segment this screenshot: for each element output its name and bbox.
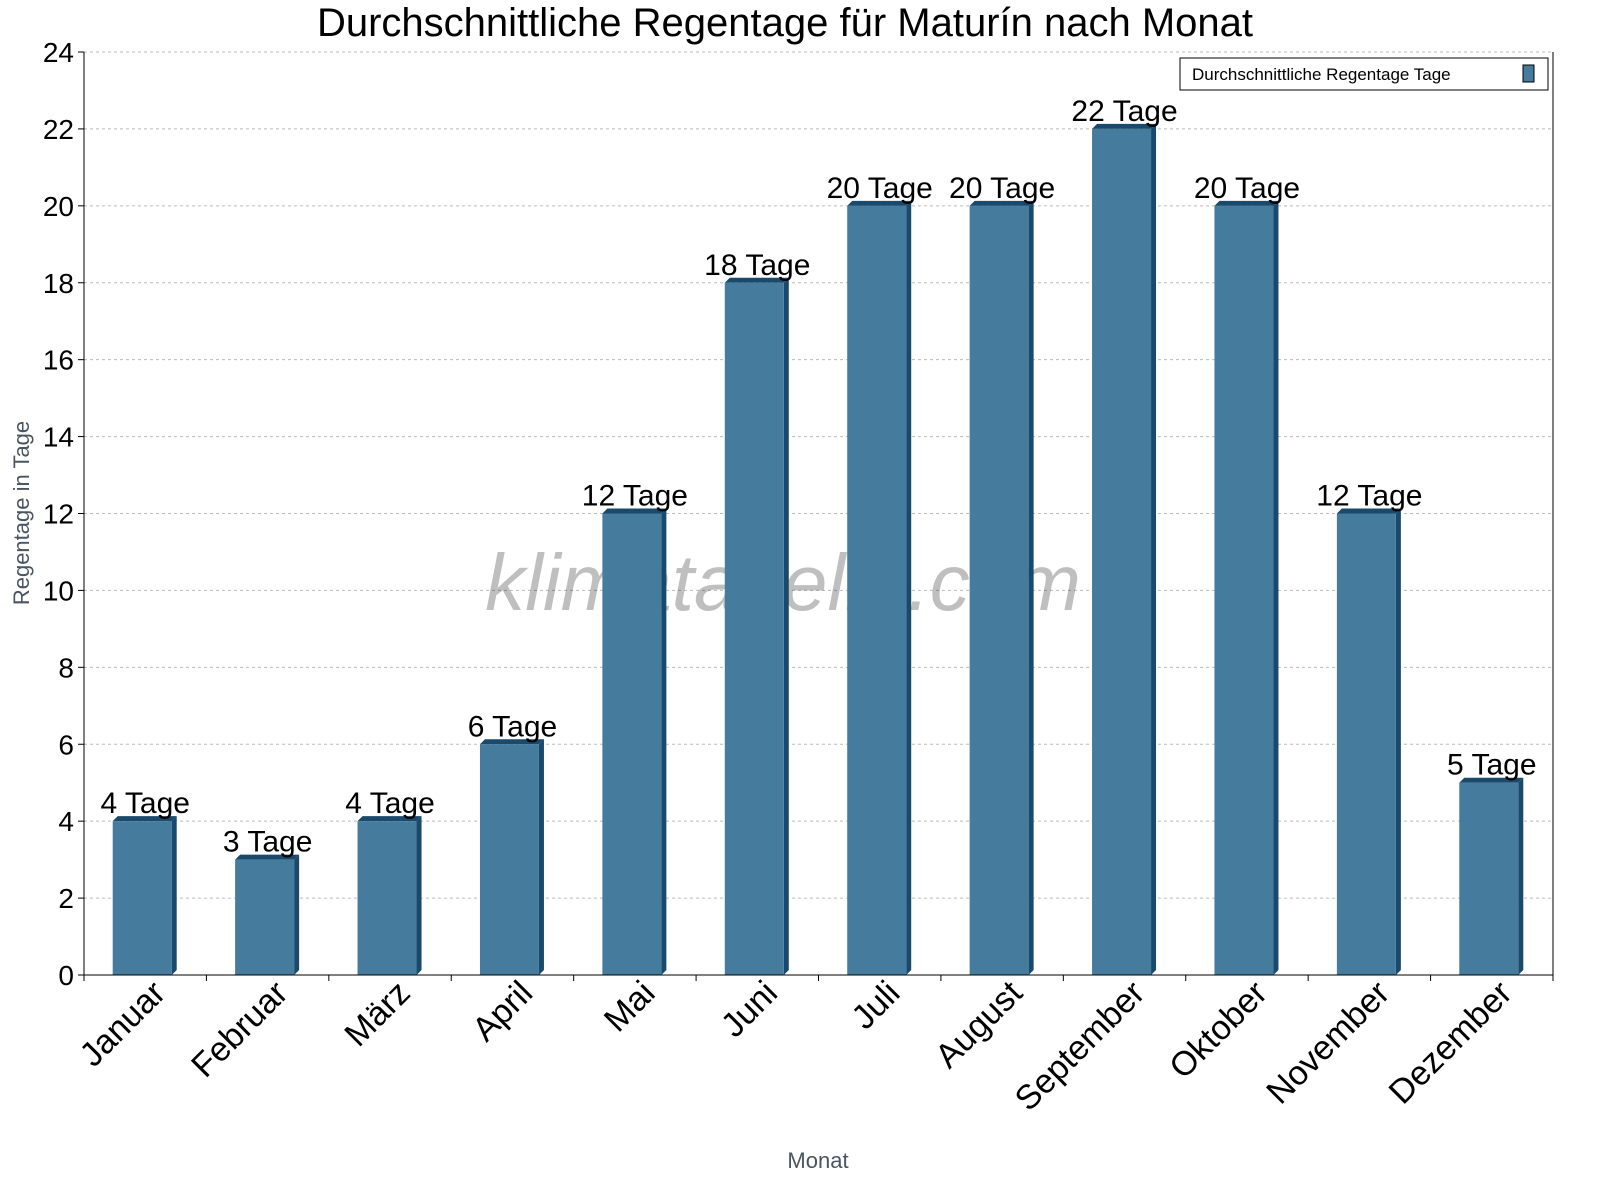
- y-tick-label: 16: [43, 345, 74, 376]
- y-tick-label: 6: [58, 729, 74, 760]
- bar-side: [538, 739, 544, 975]
- bar-top: [1214, 200, 1279, 206]
- x-axis-label: Monat: [787, 1148, 848, 1173]
- data-label: 12 Tage: [582, 480, 688, 513]
- x-tick-label: Dezember: [1382, 974, 1520, 1112]
- y-tick-label: 12: [43, 499, 74, 530]
- y-tick-label: 24: [43, 37, 74, 68]
- data-label: 18 Tage: [704, 249, 810, 282]
- x-tick-label: Juli: [844, 974, 907, 1037]
- y-tick-label: 8: [58, 652, 74, 683]
- bar-side: [906, 200, 912, 976]
- bar: [357, 821, 417, 975]
- bar: [724, 282, 784, 975]
- chart-title: Durchschnittliche Regentage für Maturín …: [317, 1, 1253, 45]
- y-tick-label: 2: [58, 883, 74, 914]
- y-tick-label: 18: [43, 268, 74, 299]
- bar-side: [1518, 777, 1524, 975]
- legend: Durchschnittliche Regentage Tage: [1179, 57, 1549, 91]
- legend-box: [1179, 57, 1549, 91]
- y-tick-label: 0: [58, 960, 74, 991]
- bar-side: [1028, 200, 1034, 976]
- bar-top: [724, 277, 789, 283]
- bar-top: [235, 854, 300, 860]
- bar-top: [847, 200, 912, 206]
- y-tick-label: 20: [43, 191, 74, 222]
- legend-label: Durchschnittliche Regentage Tage: [1192, 65, 1451, 84]
- x-tick-label: Februar: [184, 974, 295, 1085]
- bar-top: [112, 816, 177, 822]
- x-tick-label: Juni: [714, 974, 785, 1045]
- data-label: 20 Tage: [827, 172, 933, 205]
- bar-top: [479, 739, 544, 745]
- bar-top: [1459, 777, 1524, 783]
- bar-top: [602, 508, 667, 514]
- data-label: 20 Tage: [1194, 172, 1300, 205]
- bar: [1336, 513, 1396, 975]
- bar-top: [969, 200, 1034, 206]
- bar-side: [783, 277, 789, 975]
- x-tick-label: März: [337, 974, 417, 1054]
- bar: [112, 821, 172, 975]
- data-label: 20 Tage: [949, 172, 1055, 205]
- y-axis-label: Regentage in Tage: [9, 421, 34, 605]
- x-tick-label: Januar: [72, 974, 172, 1074]
- data-label: 4 Tage: [345, 787, 435, 820]
- y-tick-label: 22: [43, 114, 74, 145]
- bar: [1459, 782, 1519, 975]
- bar: [479, 744, 539, 975]
- bar: [235, 859, 295, 975]
- bar-top: [357, 816, 422, 822]
- bar: [847, 205, 907, 976]
- legend-swatch: [1522, 64, 1535, 83]
- x-tick-label: Oktober: [1162, 974, 1274, 1086]
- x-tick-label: August: [928, 973, 1030, 1075]
- x-tick-label: September: [1008, 974, 1152, 1118]
- bar-side: [1273, 200, 1279, 976]
- data-label: 4 Tage: [100, 787, 190, 820]
- bar-side: [661, 508, 667, 975]
- bar-side: [1395, 508, 1401, 975]
- bars: [112, 123, 1524, 976]
- bar: [1092, 128, 1152, 975]
- data-label: 12 Tage: [1316, 480, 1422, 513]
- bar-side: [1151, 123, 1157, 975]
- data-label: 3 Tage: [223, 826, 313, 859]
- data-label: 5 Tage: [1447, 749, 1537, 782]
- x-tick-label: November: [1259, 974, 1397, 1112]
- bar-top: [1092, 123, 1157, 129]
- bar-side: [294, 854, 300, 975]
- x-tick-label: Mai: [597, 974, 663, 1040]
- y-tick-label: 10: [43, 575, 74, 606]
- bar-side: [171, 816, 177, 975]
- data-label: 6 Tage: [468, 710, 558, 743]
- bar: [1214, 205, 1274, 976]
- y-tick-label: 14: [43, 422, 74, 453]
- bar: [969, 205, 1029, 976]
- x-tick-label: April: [465, 974, 540, 1049]
- grid-lines: [84, 51, 1553, 899]
- bar: [602, 513, 662, 975]
- bar-top: [1336, 508, 1401, 514]
- bar-side: [416, 816, 422, 975]
- y-tick-label: 4: [58, 806, 74, 837]
- data-label: 22 Tage: [1071, 95, 1177, 128]
